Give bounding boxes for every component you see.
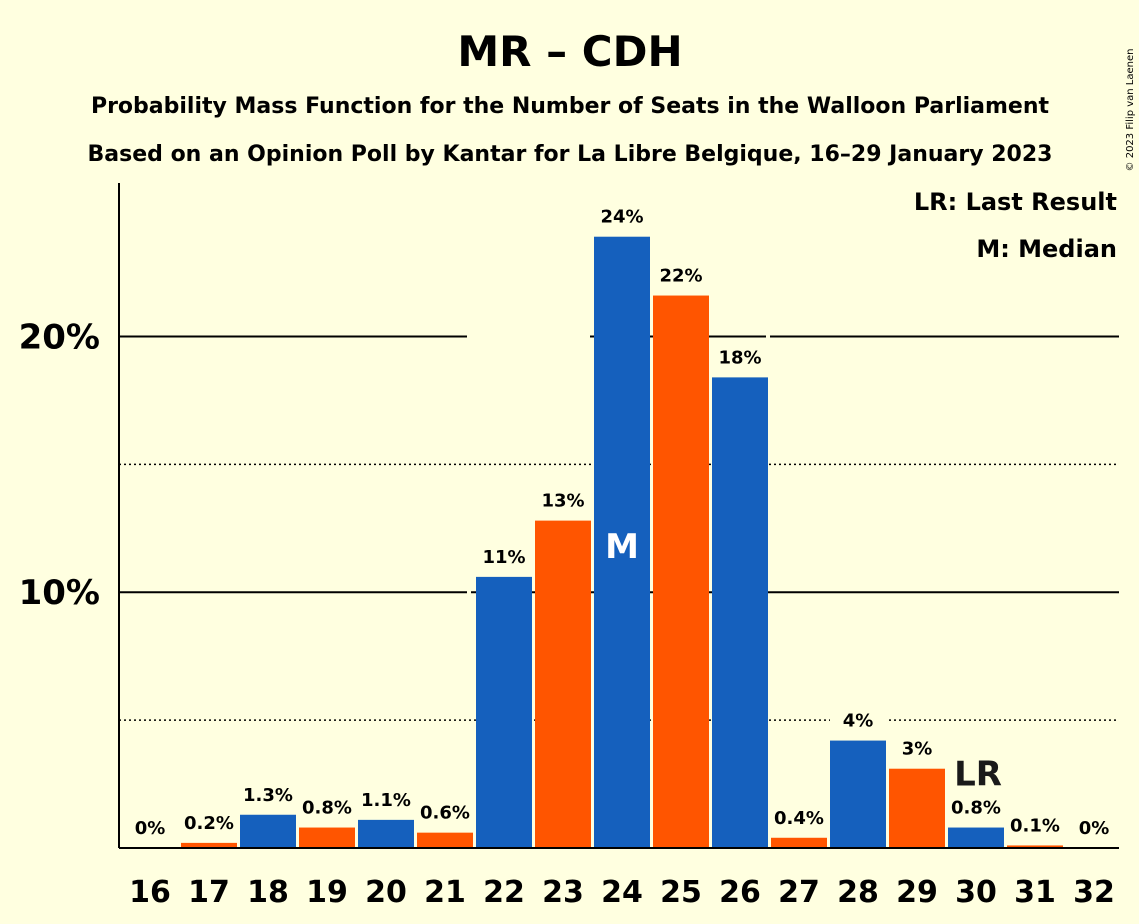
data-label-bg-28 [830, 706, 886, 731]
bar-31 [1007, 845, 1063, 848]
data-label-bg-22 [476, 542, 532, 567]
y-tick-label-0: 10% [19, 573, 100, 613]
data-label-18: 1.3% [243, 785, 293, 806]
data-label-bg-16 [122, 814, 178, 838]
data-label-bg-25 [653, 261, 709, 286]
x-tick-label-24: 24 [601, 875, 643, 910]
data-label-bg-32 [1066, 814, 1122, 838]
bars [181, 236, 1063, 848]
data-label-27: 0.4% [774, 808, 824, 829]
bar-23 [535, 520, 591, 848]
data-label-bg-29 [889, 734, 945, 759]
bar-29 [889, 768, 945, 848]
x-tick-label-20: 20 [365, 875, 407, 910]
data-label-28: 4% [843, 711, 874, 732]
bar-19 [299, 827, 355, 848]
data-label-25: 22% [659, 266, 702, 287]
x-tick-label-25: 25 [660, 875, 702, 910]
data-label-17: 0.2% [184, 813, 234, 834]
data-label-19: 0.8% [302, 798, 352, 819]
data-label-29: 3% [902, 739, 933, 760]
data-label-26: 18% [718, 347, 761, 368]
x-tick-label-22: 22 [483, 875, 525, 910]
bar-26 [712, 377, 768, 848]
legend-last-result: LR: Last Result [914, 188, 1117, 216]
annotations: M LR [605, 527, 1002, 795]
x-tick-labels: 16 17 18 19 20 21 22 23 24 25 26 27 28 29 30 31 32 [129, 875, 1115, 910]
data-labels: 0% 0.2% 1.3% 0.8% 1.1% 0.6% 11% 13% 24% 22% 18% 0.4… [122, 202, 1122, 839]
x-tick-label-30: 30 [955, 875, 997, 910]
x-tick-label-29: 29 [896, 875, 938, 910]
chart-title: MR – CDH [457, 27, 682, 76]
data-label-bg-19 [299, 793, 355, 818]
bar-21 [417, 832, 473, 848]
bar-28 [830, 740, 886, 848]
y-tick-label-1: 20% [19, 317, 100, 357]
y-tick-labels: 10% 20% [19, 317, 100, 613]
copyright-note: © 2023 Filip van Laenen [1125, 49, 1136, 172]
gridline-gap-2 [467, 590, 471, 595]
data-label-bg-21 [417, 798, 473, 823]
data-label-bg-24 [594, 202, 650, 227]
data-label-16: 0% [135, 818, 166, 839]
data-label-30: 0.8% [951, 798, 1001, 819]
data-label-bg-26 [712, 343, 768, 368]
x-tick-label-18: 18 [247, 875, 289, 910]
chart-subtitle-2: Based on an Opinion Poll by Kantar for L… [88, 142, 1053, 167]
x-tick-label-23: 23 [542, 875, 584, 910]
x-tick-label-31: 31 [1014, 875, 1056, 910]
bar-25 [653, 295, 709, 848]
data-label-bg-30 [948, 793, 1004, 818]
bar-22 [476, 576, 532, 848]
data-label-22: 11% [482, 547, 525, 568]
data-label-bg-17 [181, 808, 237, 833]
bar-18 [240, 814, 296, 848]
bar-30 [948, 827, 1004, 848]
data-label-31: 0.1% [1010, 815, 1060, 836]
data-label-bg-31 [1007, 811, 1063, 836]
gridline-gap-1 [766, 334, 770, 339]
x-tick-label-16: 16 [129, 875, 171, 910]
data-label-bg-18 [240, 780, 296, 805]
x-tick-label-19: 19 [306, 875, 348, 910]
bar-20 [358, 819, 414, 848]
bar-24 [594, 236, 650, 848]
chart-subtitle-1: Probability Mass Function for the Number… [91, 94, 1050, 119]
data-label-32: 0% [1079, 818, 1110, 839]
data-label-bg-20 [358, 785, 414, 810]
x-tick-label-28: 28 [837, 875, 879, 910]
data-label-20: 1.1% [361, 790, 411, 811]
x-tick-label-26: 26 [719, 875, 761, 910]
data-label-23: 13% [541, 491, 584, 512]
legend-median: M: Median [976, 235, 1117, 263]
data-label-21: 0.6% [420, 803, 470, 824]
x-tick-label-17: 17 [188, 875, 230, 910]
data-label-24: 24% [600, 207, 643, 228]
x-tick-label-27: 27 [778, 875, 820, 910]
median-marker: M [605, 527, 639, 567]
data-label-bg-23 [535, 486, 591, 511]
x-tick-label-21: 21 [424, 875, 466, 910]
gridline-gap-0 [467, 334, 590, 339]
bar-17 [181, 842, 237, 848]
x-tick-label-32: 32 [1073, 875, 1115, 910]
bar-27 [771, 837, 827, 848]
last-result-marker: LR [954, 755, 1002, 795]
data-label-bg-27 [771, 803, 827, 828]
